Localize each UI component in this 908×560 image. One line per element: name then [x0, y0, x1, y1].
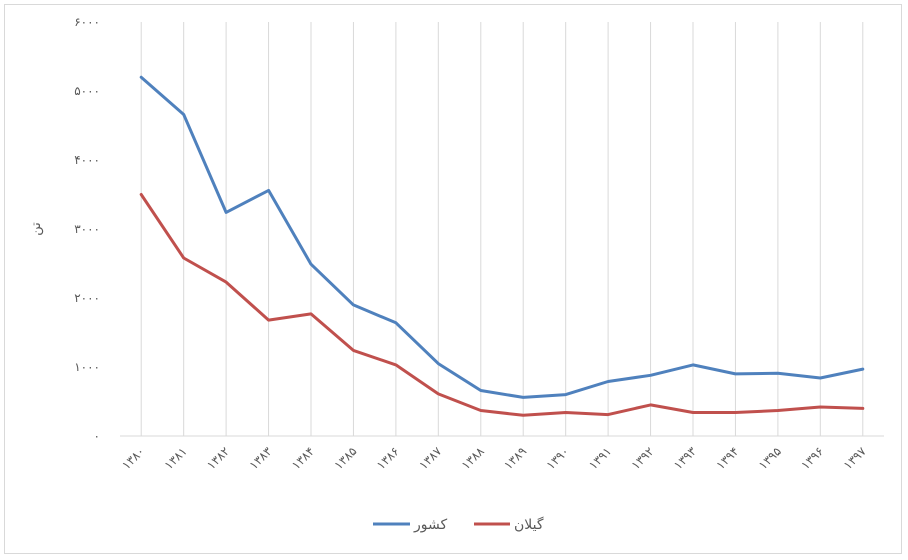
x-tick-label: ۱۳۸۶	[374, 444, 402, 472]
chart-frame	[4, 4, 902, 554]
y-tick-label: ۶۰۰۰	[74, 15, 100, 29]
x-tick-label: ۱۳۹۶	[798, 444, 826, 472]
y-tick-label: ۳۰۰۰	[74, 222, 100, 236]
y-tick-label: ۴۰۰۰	[74, 153, 100, 167]
x-tick-label: ۱۳۹۴	[713, 444, 741, 472]
x-tick-label: ۱۳۸۳	[247, 444, 276, 473]
x-tick-label: ۱۳۹۲	[629, 444, 657, 472]
x-tick-label: ۱۳۹۷	[841, 444, 870, 473]
y-tick-label: ۱۰۰۰	[74, 360, 100, 374]
x-tick-label: ۱۳۹۳	[671, 444, 700, 473]
y-tick-label: ۵۰۰۰	[74, 84, 100, 98]
legend: کشور گیلان	[373, 516, 544, 533]
x-tick-label: ۱۳۹۰	[544, 444, 572, 472]
y-axis-label: تن	[29, 222, 44, 236]
x-axis-ticks: ۱۳۸۰ ۱۳۸۱ ۱۳۸۲ ۱۳۸۳ ۱۳۸۴ ۱۳۸۵ ۱۳۸۶ ۱۳۸۷ ۱۳۸۸ ۱۳۸۹…	[119, 444, 869, 473]
x-tick-label: ۱۳۸۵	[331, 444, 359, 472]
y-axis-ticks: ۰ ۱۰۰۰ ۲۰۰۰ ۳۰۰۰ ۴۰۰۰ ۵۰۰۰ ۶۰۰۰	[74, 15, 100, 443]
series-line-1	[139, 193, 865, 417]
x-tick-label: ۱۳۸۸	[459, 444, 488, 473]
x-tick-label: ۱۳۹۱	[586, 444, 614, 472]
x-tick-label: ۱۳۸۰	[119, 444, 147, 472]
legend-label-0: کشور	[413, 517, 447, 533]
series-lines	[139, 75, 865, 417]
x-tick-label: ۱۳۸۷	[416, 444, 445, 473]
x-tick-label: ۱۳۸۴	[289, 444, 317, 472]
x-tick-label: ۱۳۸۹	[501, 444, 529, 472]
y-tick-label: ۲۰۰۰	[74, 291, 100, 305]
x-tick-label: ۱۳۸۱	[162, 444, 190, 472]
x-tick-label: ۱۳۸۲	[204, 444, 232, 472]
vertical-gridlines	[140, 22, 864, 436]
x-tick-label: ۱۳۹۵	[756, 444, 784, 472]
y-tick-label: ۰	[94, 429, 100, 443]
series-line-0	[139, 75, 865, 399]
legend-label-1: گیلان	[514, 516, 544, 533]
